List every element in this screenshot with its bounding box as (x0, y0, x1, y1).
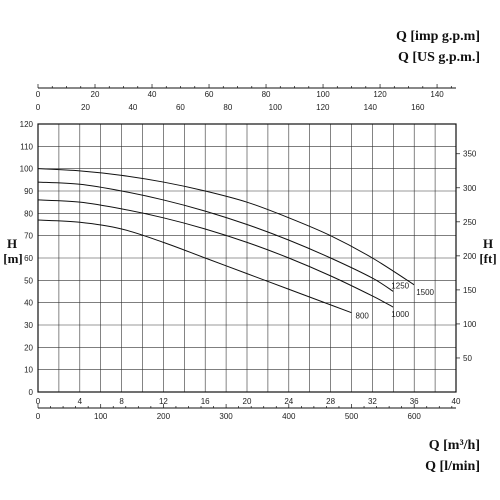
x-tick-label-m3h: 32 (368, 397, 377, 406)
bottom-unit-m3h: Q [m³/h] (429, 438, 480, 453)
y-tick-label-ft: 50 (463, 354, 472, 363)
x-tick-label-us-gpm: 20 (81, 103, 90, 112)
x-tick-label-lmin: 200 (157, 412, 171, 421)
y-tick-label-m: 60 (24, 254, 33, 263)
x-tick-label-us-gpm: 80 (223, 103, 232, 112)
y-tick-label-m: 110 (20, 142, 33, 151)
y-tick-label-m: 120 (20, 120, 34, 129)
y-tick-label-m: 50 (24, 276, 33, 285)
x-tick-label-imp-gpm: 40 (148, 90, 157, 99)
x-tick-label-us-gpm: 120 (316, 103, 330, 112)
x-tick-label-m3h: 12 (159, 397, 168, 406)
x-tick-label-us-gpm: 160 (411, 103, 425, 112)
curve-label-1000: 1000 (391, 310, 409, 319)
top-unit-imp-gpm: Q [imp g.p.m] (396, 29, 480, 44)
bottom-unit-lmin: Q [l/min] (425, 459, 480, 474)
y-tick-label-ft: 200 (463, 252, 477, 261)
x-tick-label-lmin: 500 (345, 412, 359, 421)
x-tick-label-lmin: 0 (36, 412, 41, 421)
y-tick-label-m: 10 (24, 366, 33, 375)
x-tick-label-us-gpm: 60 (176, 103, 185, 112)
x-tick-label-imp-gpm: 120 (373, 90, 387, 99)
x-tick-label-m3h: 20 (243, 397, 252, 406)
curve-800 (37, 219, 352, 314)
top-unit-us-gpm: Q [US g.p.m.] (398, 50, 480, 65)
x-tick-label-lmin: 600 (408, 412, 422, 421)
plot-frame (37, 123, 457, 393)
y-tick-label-ft: 300 (463, 184, 477, 193)
y-tick-label-m: 100 (20, 165, 34, 174)
x-tick-label-imp-gpm: 100 (316, 90, 330, 99)
y-tick-label-ft: 150 (463, 286, 477, 295)
x-tick-label-m3h: 28 (326, 397, 335, 406)
curve-label-800: 800 (356, 312, 370, 321)
x-tick-label-us-gpm: 40 (128, 103, 137, 112)
y-axis-right-label: H (483, 236, 493, 251)
y-tick-label-m: 80 (24, 209, 33, 218)
y-tick-label-m: 20 (24, 343, 33, 352)
y-axis-right-unit: [ft] (479, 251, 496, 266)
y-tick-label-m: 0 (29, 388, 34, 397)
x-tick-label-imp-gpm: 20 (91, 90, 100, 99)
y-tick-label-ft: 100 (463, 320, 477, 329)
x-tick-label-m3h: 16 (201, 397, 210, 406)
x-tick-label-m3h: 8 (119, 397, 124, 406)
x-tick-label-lmin: 100 (94, 412, 108, 421)
curve-1250 (37, 181, 394, 292)
x-tick-label-us-gpm: 0 (36, 103, 41, 112)
x-tick-label-us-gpm: 140 (364, 103, 378, 112)
x-tick-label-us-gpm: 100 (269, 103, 283, 112)
x-tick-label-lmin: 300 (219, 412, 233, 421)
x-tick-label-imp-gpm: 0 (36, 90, 41, 99)
y-tick-label-m: 30 (24, 321, 33, 330)
x-tick-label-imp-gpm: 60 (205, 90, 214, 99)
y-axis-left-label: H (7, 236, 17, 251)
x-tick-label-m3h: 4 (78, 397, 83, 406)
x-tick-label-m3h: 36 (410, 397, 419, 406)
x-tick-label-m3h: 24 (284, 397, 293, 406)
x-tick-label-imp-gpm: 80 (262, 90, 271, 99)
curve-1000 (37, 199, 394, 308)
curve-label-1500: 1500 (416, 288, 434, 297)
y-tick-label-ft: 350 (463, 150, 477, 159)
y-tick-label-m: 90 (24, 187, 33, 196)
x-tick-label-m3h: 40 (452, 397, 461, 406)
y-tick-label-m: 40 (24, 299, 33, 308)
curve-label-1250: 1250 (391, 282, 409, 291)
y-tick-label-ft: 250 (463, 218, 477, 227)
curve-1500 (37, 168, 415, 286)
y-tick-label-m: 70 (24, 232, 33, 241)
x-tick-label-imp-gpm: 140 (430, 90, 444, 99)
x-tick-label-lmin: 400 (282, 412, 296, 421)
x-tick-label-m3h: 0 (36, 397, 41, 406)
y-axis-left-unit: [m] (3, 251, 23, 266)
